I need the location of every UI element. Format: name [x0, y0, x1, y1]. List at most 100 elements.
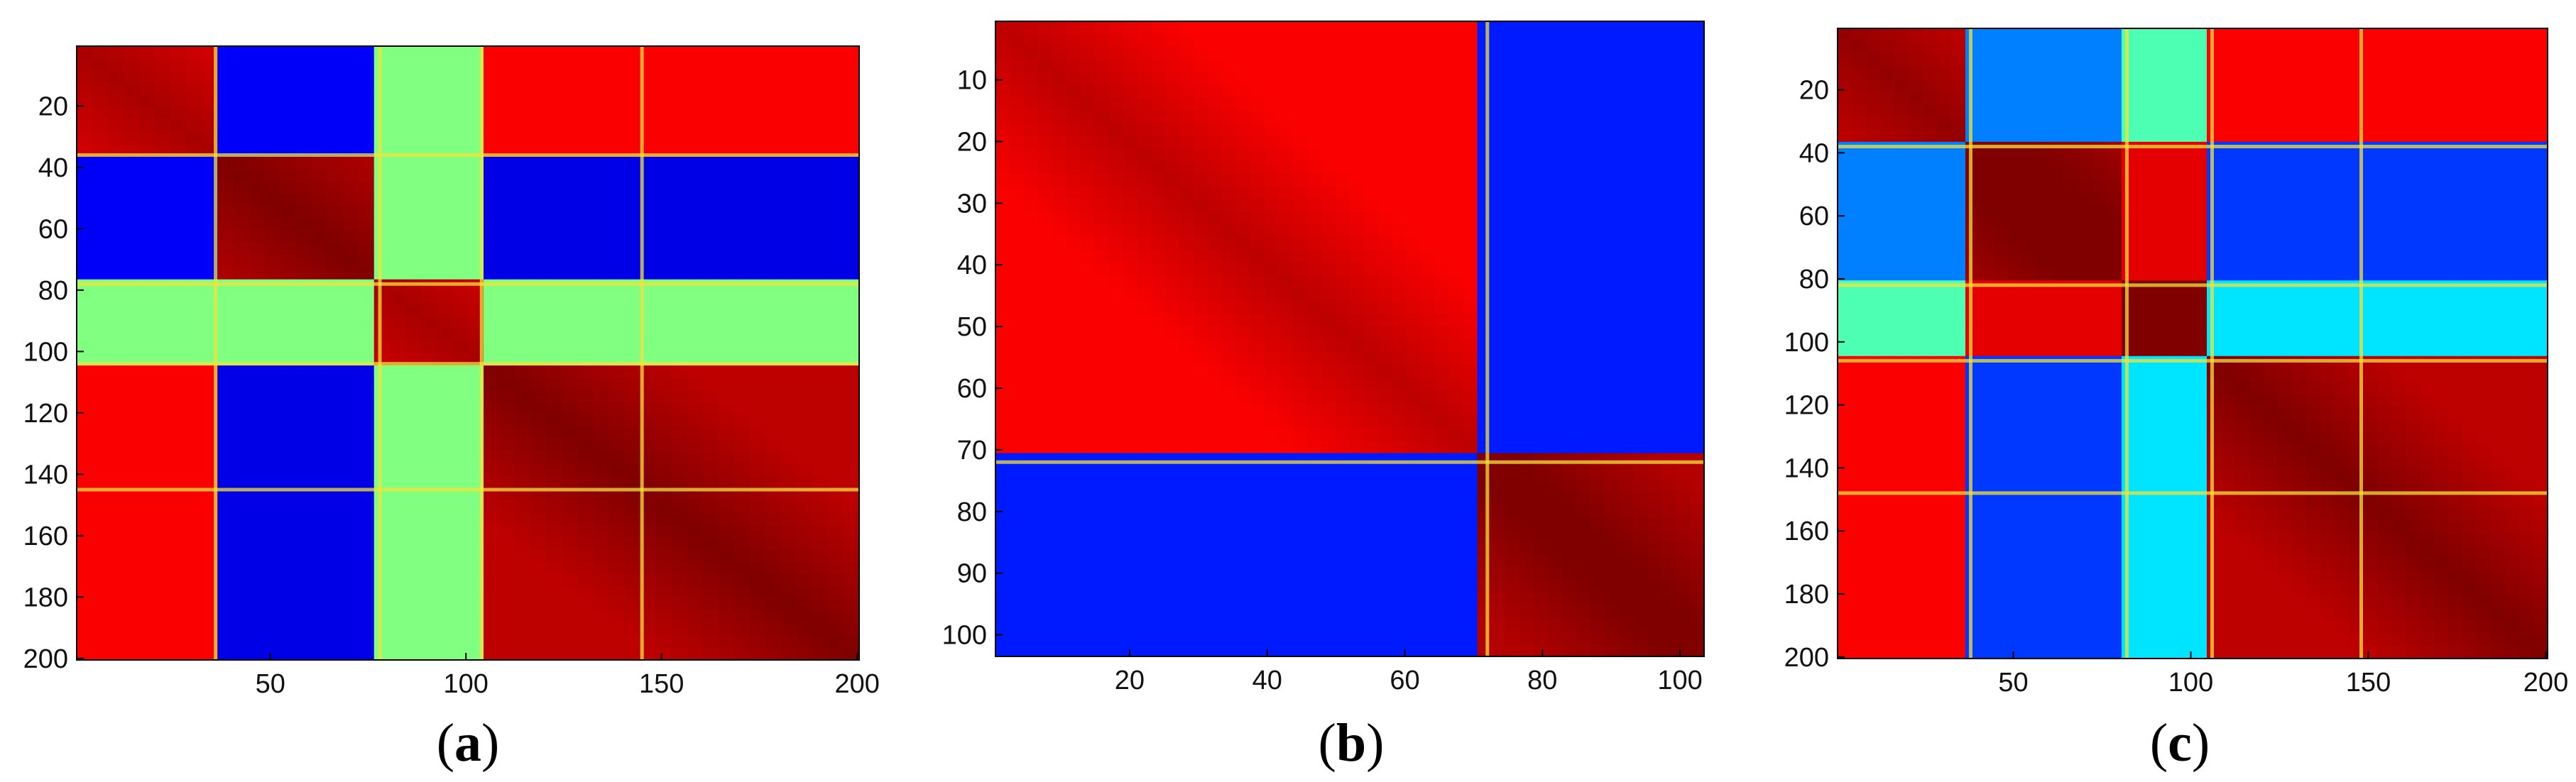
- heatmap-cell: [608, 573, 625, 587]
- heatmap-cell: [1377, 529, 1393, 543]
- heatmap-cell: [608, 341, 625, 354]
- x-tick-label-a: 100: [444, 669, 489, 699]
- heatmap-cell: [780, 156, 797, 170]
- heatmap-cell: [1690, 364, 1705, 378]
- heatmap-cell: [280, 439, 297, 452]
- heatmap-cell: [327, 58, 344, 72]
- heatmap-cell: [749, 169, 766, 182]
- heatmap-cell: [1647, 478, 1662, 492]
- heatmap-cell: [1562, 541, 1577, 556]
- heatmap-cell: [796, 573, 813, 587]
- heatmap-cell: [1066, 580, 1081, 594]
- heatmap-cell: [1037, 186, 1053, 200]
- heatmap-cell: [1137, 593, 1152, 606]
- heatmap-cell: [327, 475, 344, 489]
- heatmap-cell: [139, 316, 155, 329]
- heatmap-cell: [671, 82, 688, 96]
- heatmap-cell: [1179, 46, 1195, 60]
- heatmap-cell: [1676, 478, 1691, 492]
- heatmap-cell: [1463, 250, 1478, 263]
- heatmap-cell: [1009, 364, 1025, 378]
- heatmap-cell: [1250, 33, 1265, 48]
- heatmap-cell: [1406, 364, 1421, 378]
- heatmap-cell: [562, 169, 578, 182]
- heatmap-cell: [843, 390, 860, 403]
- heatmap-cell: [1037, 300, 1053, 314]
- heatmap-cell: [1321, 402, 1336, 416]
- heatmap-cell: [515, 512, 531, 526]
- heatmap-cell: [671, 181, 688, 194]
- heatmap-cell: [515, 218, 531, 231]
- heatmap-cell: [1392, 59, 1407, 73]
- heatmap-cell: [1676, 491, 1691, 505]
- heatmap-cell: [1377, 160, 1393, 175]
- heatmap-cell: [1293, 567, 1308, 581]
- heatmap-cell: [484, 181, 500, 194]
- heatmap-cell: [1137, 250, 1152, 263]
- heatmap-cell: [249, 475, 266, 489]
- heatmap-cell: [1250, 593, 1265, 606]
- heatmap-cell: [1222, 491, 1237, 505]
- heatmap-cell: [577, 46, 594, 59]
- heatmap-cell: [1576, 414, 1591, 429]
- heatmap-cell: [1519, 414, 1535, 429]
- heatmap-cell: [342, 218, 359, 231]
- heatmap-cell: [436, 500, 453, 513]
- heatmap-cell: [1562, 275, 1577, 289]
- heatmap-cell: [1250, 136, 1265, 149]
- heatmap-cell: [1137, 580, 1152, 594]
- heatmap-cell: [124, 365, 140, 378]
- heatmap-cell: [389, 610, 406, 624]
- heatmap-cell: [1605, 160, 1620, 175]
- heatmap-cell: [1619, 440, 1634, 454]
- heatmap-cell: [170, 390, 187, 403]
- heatmap-cell: [671, 193, 688, 206]
- heatmap-cell: [311, 451, 328, 464]
- heatmap-cell: [92, 82, 109, 96]
- heatmap-cell: [687, 623, 704, 636]
- heatmap-cell: [577, 463, 594, 477]
- heatmap-cell: [1165, 287, 1181, 302]
- heatmap-cell: [1548, 173, 1563, 187]
- heatmap-cell: [1548, 605, 1563, 619]
- heatmap-cell: [389, 169, 406, 182]
- heatmap-cell: [1108, 605, 1124, 619]
- heatmap-cell: [92, 70, 109, 84]
- heatmap-cell: [1321, 237, 1336, 250]
- heatmap-cell: [139, 561, 155, 575]
- heatmap-cell: [1137, 554, 1152, 568]
- heatmap-cell: [1605, 313, 1620, 327]
- heatmap-cell: [1037, 478, 1053, 492]
- heatmap-cell: [1548, 338, 1563, 352]
- heatmap-cell: [1505, 605, 1521, 619]
- heatmap-cell: [1293, 402, 1308, 416]
- heatmap-cell: [608, 267, 625, 280]
- heatmap-cell: [1080, 529, 1096, 543]
- heatmap-cell: [1576, 554, 1591, 568]
- heatmap-cell: [1661, 593, 1676, 606]
- heatmap-cell: [1548, 593, 1563, 606]
- heatmap-cell: [1406, 59, 1421, 73]
- heatmap-cell: [1562, 478, 1577, 492]
- heatmap-cell: [1066, 59, 1081, 73]
- heatmap-cell: [546, 70, 562, 84]
- heatmap-cell: [358, 230, 375, 243]
- heatmap-cell: [1307, 427, 1322, 441]
- heatmap-cell: [124, 524, 140, 538]
- heatmap-cell: [1590, 554, 1605, 568]
- heatmap-cell: [499, 365, 515, 378]
- heatmap-cell: [1534, 326, 1549, 340]
- heatmap-cell: [702, 328, 719, 341]
- heatmap-cell: [577, 82, 594, 96]
- heatmap-cell: [1477, 618, 1492, 632]
- heatmap-cell: [1250, 173, 1265, 187]
- heatmap-cell: [1350, 250, 1365, 263]
- heatmap-cell: [1505, 440, 1521, 454]
- heatmap-cell: [1194, 21, 1208, 35]
- heatmap-cell: [139, 414, 155, 427]
- heatmap-cell: [530, 132, 547, 145]
- heatmap-cell: [1491, 618, 1507, 632]
- heatmap-cell: [1165, 84, 1181, 98]
- heatmap-cell: [1165, 605, 1181, 619]
- heatmap-cell: [577, 193, 594, 206]
